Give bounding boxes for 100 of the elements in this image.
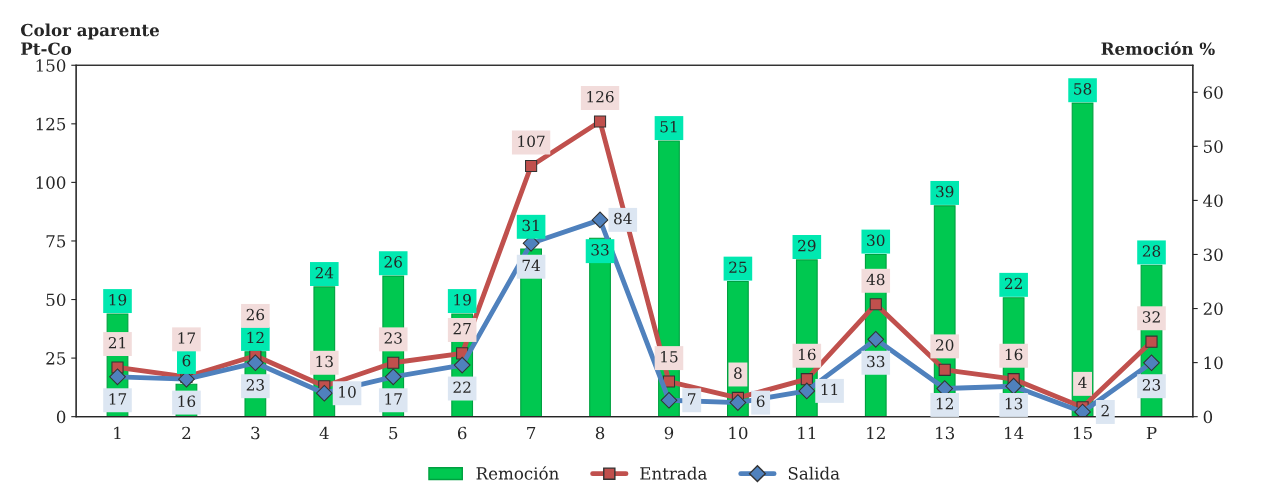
legend-label: Entrada xyxy=(640,466,707,480)
data-label: 12 xyxy=(936,397,953,410)
data-label: 58 xyxy=(1074,83,1092,95)
data-label: 25 xyxy=(729,261,747,274)
x-tick-label: 15 xyxy=(1074,426,1092,440)
point xyxy=(867,330,885,348)
point xyxy=(800,373,813,386)
data-label: 126 xyxy=(587,90,614,103)
data-label: 7 xyxy=(688,393,696,405)
point xyxy=(384,368,402,386)
x-tick-label: 4 xyxy=(319,426,329,440)
point xyxy=(525,159,538,173)
data-label: 15 xyxy=(661,350,678,363)
data-label: 11 xyxy=(821,383,838,396)
y-tick-label: 125 xyxy=(36,117,66,131)
x-tick-label: 6 xyxy=(457,426,467,440)
data-label: 28 xyxy=(1142,245,1161,257)
data-label: 16 xyxy=(1005,348,1023,361)
x-tick-label: 1 xyxy=(114,426,121,440)
data-label: 22 xyxy=(1004,277,1022,290)
point xyxy=(246,354,264,372)
y2-tick-label: 0 xyxy=(1203,410,1213,424)
y-tick-label: 150 xyxy=(36,59,66,72)
data-label: 22 xyxy=(453,381,471,393)
data-label: 23 xyxy=(384,332,402,344)
data-label: 48 xyxy=(866,273,885,286)
data-label: 19 xyxy=(109,293,127,306)
y2-axis-title: Remoción % xyxy=(1101,41,1215,55)
legend-label: Remoción xyxy=(476,466,559,480)
x-tick-label: 7 xyxy=(527,426,536,440)
x-tick-label: 13 xyxy=(936,426,955,440)
data-label: 21 xyxy=(108,336,126,349)
y-axis-title: Color aparente Pt-Co xyxy=(21,23,160,55)
y-tick-label: 0 xyxy=(56,410,66,424)
y2-tick-label: 40 xyxy=(1203,194,1223,207)
y2-tick-label: 20 xyxy=(1203,302,1223,316)
point xyxy=(453,356,471,374)
x-tick-label: 8 xyxy=(595,426,605,440)
y-tick-label: 75 xyxy=(46,235,66,248)
point xyxy=(1145,335,1158,348)
point xyxy=(798,382,816,400)
y2-tick-label: 60 xyxy=(1203,86,1223,99)
data-label: 23 xyxy=(1142,379,1161,391)
data-label: 13 xyxy=(316,355,333,368)
point xyxy=(593,115,607,128)
point xyxy=(869,298,882,311)
point xyxy=(387,356,400,369)
data-label: 26 xyxy=(384,256,402,268)
data-label: 24 xyxy=(315,266,334,279)
data-label: 16 xyxy=(798,348,816,361)
data-label: 33 xyxy=(867,355,885,368)
data-label: 30 xyxy=(867,234,885,247)
x-tick-label: 12 xyxy=(867,426,885,440)
data-label: 17 xyxy=(385,393,402,405)
y-tick-label: 100 xyxy=(36,176,66,189)
point xyxy=(315,384,333,402)
x-tick-label: 11 xyxy=(798,426,816,440)
data-label: 107 xyxy=(518,135,545,147)
data-label: 17 xyxy=(109,393,127,405)
x-tick-label: 14 xyxy=(1005,426,1024,440)
point xyxy=(109,368,126,386)
y-tick-label: 25 xyxy=(46,352,66,365)
data-label: 51 xyxy=(660,120,677,133)
data-label: 84 xyxy=(614,212,632,225)
point xyxy=(938,363,951,376)
x-tick-label: 9 xyxy=(664,426,674,440)
data-label: 19 xyxy=(454,293,471,306)
y2-tick-label: 30 xyxy=(1203,248,1223,262)
x-tick-label: 2 xyxy=(182,426,191,440)
point xyxy=(1005,377,1023,395)
x-tick-label: 3 xyxy=(251,426,260,440)
data-label: 32 xyxy=(1142,311,1160,323)
y2-tick-label: 50 xyxy=(1204,140,1223,153)
legend-label: Salida xyxy=(788,466,840,480)
x-tick-label: P xyxy=(1146,426,1157,440)
point xyxy=(591,211,609,229)
x-tick-label: 10 xyxy=(729,426,748,440)
point xyxy=(729,394,747,411)
data-label: 33 xyxy=(591,244,609,256)
data-label: 12 xyxy=(247,331,264,344)
data-label: 23 xyxy=(246,379,264,391)
y-tick-label: 50 xyxy=(46,293,66,307)
data-label: 20 xyxy=(936,339,954,351)
data-label: 26 xyxy=(246,308,265,321)
data-label: 27 xyxy=(453,322,471,335)
data-label: 6 xyxy=(182,354,191,367)
data-label: 4 xyxy=(1078,376,1087,389)
data-label: 31 xyxy=(522,219,539,232)
data-label: 29 xyxy=(798,239,816,252)
data-label: 8 xyxy=(734,367,742,379)
x-tick-label: 5 xyxy=(389,426,398,440)
data-label: 10 xyxy=(339,386,356,398)
data-label: 17 xyxy=(178,332,196,344)
point xyxy=(1143,354,1160,372)
data-label: 39 xyxy=(936,185,954,198)
point xyxy=(660,391,678,409)
data-label: 6 xyxy=(756,395,765,408)
data-label: 74 xyxy=(522,259,541,271)
data-label: 2 xyxy=(1101,404,1109,417)
data-label: 13 xyxy=(1005,397,1023,410)
